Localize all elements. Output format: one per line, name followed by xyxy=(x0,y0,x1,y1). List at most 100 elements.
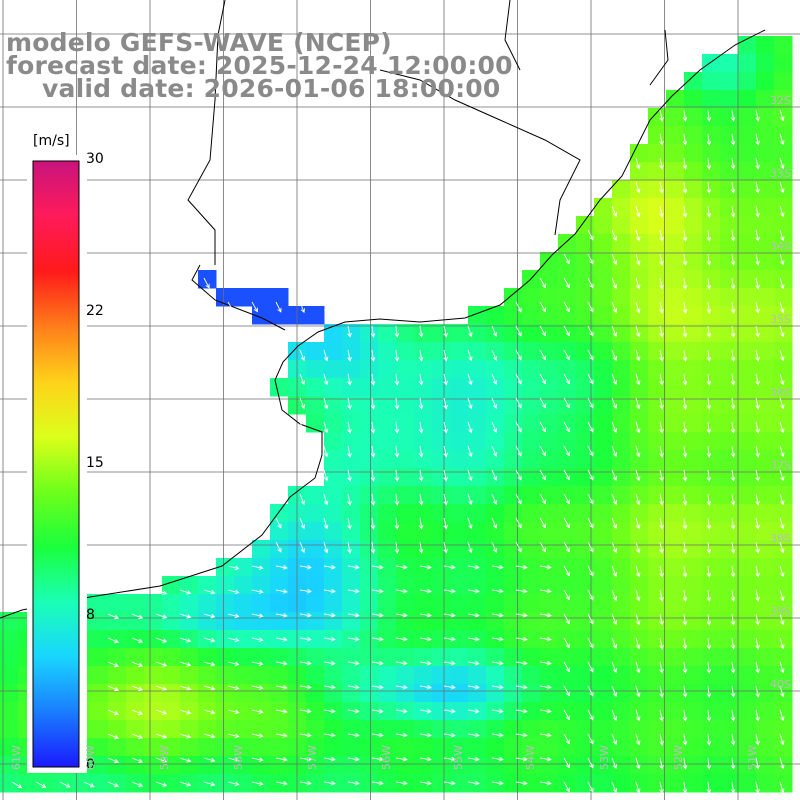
wind-arrow xyxy=(179,661,192,667)
wind-arrow xyxy=(730,685,736,698)
wind-arrow xyxy=(659,253,664,266)
wind-arrow xyxy=(467,517,473,530)
wind-cell xyxy=(720,630,739,649)
wind-cell xyxy=(306,756,325,775)
wind-cell xyxy=(630,756,649,775)
colorbar-tick-22: 22 xyxy=(86,303,104,319)
wind-arrow xyxy=(730,661,736,674)
wind-cell xyxy=(234,738,253,757)
wind-cell xyxy=(756,504,775,523)
wind-cell xyxy=(396,504,415,523)
wind-cell xyxy=(180,684,199,703)
wind-cell xyxy=(90,594,109,613)
wind-cell xyxy=(756,270,775,289)
wind-cell xyxy=(684,432,703,451)
wind-cell xyxy=(162,774,181,793)
wind-cell xyxy=(648,216,667,235)
wind-arrow xyxy=(611,589,618,602)
wind-arrow xyxy=(611,733,618,746)
wind-cell xyxy=(684,522,703,541)
wind-arrow xyxy=(706,637,712,650)
wind-cell xyxy=(180,756,199,775)
wind-cell xyxy=(396,450,415,469)
wind-cell xyxy=(720,396,739,415)
wind-cell xyxy=(414,594,433,613)
lat-label: 40S xyxy=(770,678,791,691)
wind-arrow xyxy=(299,636,312,642)
wind-cell xyxy=(558,630,577,649)
wind-arrow xyxy=(371,564,384,570)
wind-cell xyxy=(630,216,649,235)
wind-cell xyxy=(702,486,721,505)
wind-cell xyxy=(594,576,613,595)
wind-arrow xyxy=(275,565,288,570)
wind-arrow xyxy=(563,301,570,313)
wind-arrow xyxy=(539,732,552,738)
wind-arrow xyxy=(394,541,400,554)
wind-arrow xyxy=(467,325,473,338)
wind-cell xyxy=(684,378,703,397)
valid-date: valid date: 2026-01-06 18:00:00 xyxy=(42,74,501,103)
wind-arrow xyxy=(227,709,240,715)
wind-arrow xyxy=(563,781,570,793)
wind-cell xyxy=(684,360,703,379)
wind-arrow xyxy=(563,373,570,385)
wind-cell xyxy=(234,288,253,307)
wind-arrow xyxy=(467,780,480,786)
wind-arrow xyxy=(682,421,688,434)
wind-cell xyxy=(198,270,217,289)
wind-arrow xyxy=(635,517,641,530)
wind-cell xyxy=(756,558,775,577)
wind-cell xyxy=(324,324,343,343)
wind-cell xyxy=(468,576,487,595)
wind-arrow xyxy=(443,612,456,618)
wind-arrow xyxy=(635,781,641,794)
wind-cell xyxy=(630,774,649,793)
wind-arrow xyxy=(755,277,760,290)
wind-cell xyxy=(720,144,739,163)
wind-cell xyxy=(702,666,721,685)
wind-cell xyxy=(108,630,127,649)
wind-cell xyxy=(576,432,595,451)
wind-cell xyxy=(774,594,793,613)
wind-arrow xyxy=(179,589,192,595)
wind-cell xyxy=(540,576,559,595)
wind-arrow xyxy=(443,541,448,554)
wind-arrow xyxy=(730,517,736,530)
wind-arrow xyxy=(443,421,448,434)
wind-cell xyxy=(774,270,793,289)
wind-cell xyxy=(468,342,487,361)
wind-arrow xyxy=(491,325,498,337)
wind-cell xyxy=(738,324,757,343)
wind-cell xyxy=(378,450,397,469)
wind-cell xyxy=(144,774,163,793)
wind-cell xyxy=(720,234,739,253)
wind-cell xyxy=(90,648,109,667)
wind-cell xyxy=(450,324,469,343)
wind-arrow xyxy=(635,613,641,626)
wind-arrow xyxy=(659,661,664,674)
wind-arrow xyxy=(107,637,119,644)
wind-arrow xyxy=(347,708,360,714)
wind-cell xyxy=(684,288,703,307)
wind-cell xyxy=(162,738,181,757)
wind-cell xyxy=(468,612,487,631)
wind-cell xyxy=(684,126,703,145)
wind-arrow xyxy=(779,205,785,218)
wind-cell xyxy=(612,576,631,595)
wind-arrow xyxy=(370,541,376,554)
wind-arrow xyxy=(635,541,641,554)
wind-cell xyxy=(738,90,757,109)
wind-cell xyxy=(216,738,235,757)
wind-cell xyxy=(360,648,379,667)
wind-arrow xyxy=(611,661,618,674)
wind-arrow xyxy=(611,253,618,266)
wind-cell xyxy=(216,702,235,721)
lat-label: 35S xyxy=(770,313,791,326)
wind-cell xyxy=(720,414,739,433)
wind-cell xyxy=(594,288,613,307)
wind-arrow xyxy=(491,684,504,690)
wind-cell xyxy=(702,594,721,613)
wind-arrow xyxy=(251,685,264,690)
wind-cell xyxy=(396,612,415,631)
